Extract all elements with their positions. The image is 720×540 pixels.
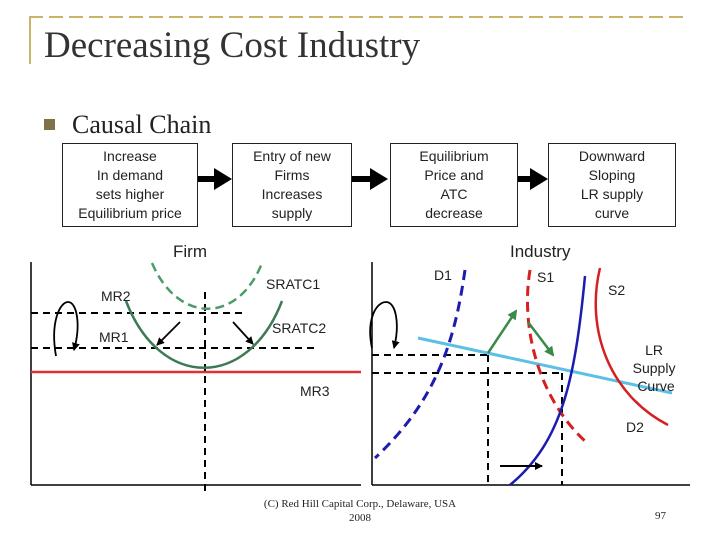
mr1-label: MR1 xyxy=(99,329,129,345)
industry-title: Industry xyxy=(510,242,571,261)
page-number: 97 xyxy=(655,510,666,522)
chain-arrow-2 xyxy=(352,168,388,190)
d2-curve xyxy=(509,275,587,486)
bullet-square-icon xyxy=(44,119,55,130)
accent-dash xyxy=(569,16,583,18)
s2-curve xyxy=(594,267,669,427)
accent-dash xyxy=(249,16,263,18)
lr-supply-label: LR Supply Curve xyxy=(633,342,680,394)
accent-dash xyxy=(209,16,223,18)
sratc2-label: SRATC2 xyxy=(272,320,326,336)
firm-title: Firm xyxy=(173,242,207,261)
accent-dash xyxy=(289,16,303,18)
accent-dash xyxy=(269,16,283,18)
chain-box-equilibrium: Equilibrium Price and ATC decrease xyxy=(390,143,518,227)
accent-dash xyxy=(169,16,183,18)
accent-dash xyxy=(629,16,643,18)
accent-dash xyxy=(449,16,463,18)
accent-dash xyxy=(29,16,43,18)
chain-box-demand: Increase In demand sets higher Equilibri… xyxy=(62,143,198,227)
accent-dash xyxy=(69,16,83,18)
accent-dash xyxy=(549,16,563,18)
s1-curve xyxy=(526,269,588,444)
accent-dash xyxy=(349,16,363,18)
s1-label: S1 xyxy=(537,269,554,285)
accent-dash xyxy=(189,16,203,18)
accent-dash xyxy=(509,16,523,18)
supply-shift-arrow xyxy=(527,321,555,357)
d1-label: D1 xyxy=(434,267,452,283)
firm-panel: Firm MR2 MR1 MR3 SRATC1 SRATC2 xyxy=(30,242,361,492)
lr-supply-curve xyxy=(417,336,673,395)
accent-dash xyxy=(429,16,443,18)
firm-arrow-right xyxy=(232,321,254,345)
accent-dash xyxy=(609,16,623,18)
bullet-causal-chain: Causal Chain xyxy=(72,110,212,139)
sratc1-label: SRATC1 xyxy=(266,276,320,292)
sratc2-curve xyxy=(124,300,284,369)
accent-dash xyxy=(589,16,603,18)
slide-title: Decreasing Cost Industry xyxy=(44,25,421,66)
accent-dash xyxy=(329,16,343,18)
chain-box-lr-supply: Downward Sloping LR supply curve xyxy=(548,143,676,227)
accent-dash xyxy=(369,16,383,18)
s2-label: S2 xyxy=(608,282,625,298)
mr3-label: MR3 xyxy=(300,383,330,399)
footer-copyright: (C) Red Hill Capital Corp., Delaware, US… xyxy=(263,498,457,524)
accent-dash xyxy=(149,16,163,18)
accent-dash xyxy=(529,16,543,18)
title-accent-side-rule xyxy=(29,16,31,64)
accent-dash xyxy=(649,16,663,18)
sratc1-curve xyxy=(150,262,264,310)
chain-box-entry: Entry of new Firms Increases supply xyxy=(232,143,352,227)
accent-dash xyxy=(229,16,243,18)
accent-dash xyxy=(489,16,503,18)
title-accent-rule xyxy=(29,16,683,22)
d1-curve xyxy=(373,269,467,460)
demand-shift-arrow xyxy=(486,309,518,354)
accent-dash xyxy=(309,16,323,18)
firm-up-loop-arrow xyxy=(53,301,80,357)
chain-arrow-3 xyxy=(518,168,548,190)
accent-dash xyxy=(129,16,143,18)
accent-dash xyxy=(49,16,63,18)
chain-arrow-1 xyxy=(198,168,232,190)
accent-dash xyxy=(109,16,123,18)
industry-up-loop-arrow xyxy=(369,301,400,349)
accent-dash xyxy=(409,16,423,18)
accent-dash xyxy=(669,16,683,18)
mr2-label: MR2 xyxy=(101,288,131,304)
d2-label: D2 xyxy=(626,419,644,435)
industry-panel: Industry D1 S1 S2 D2 LR Supply Curve xyxy=(369,242,690,486)
accent-dash xyxy=(389,16,403,18)
accent-dash xyxy=(469,16,483,18)
chain-arrows xyxy=(198,168,548,190)
accent-dash xyxy=(89,16,103,18)
firm-arrow-left xyxy=(156,321,181,346)
